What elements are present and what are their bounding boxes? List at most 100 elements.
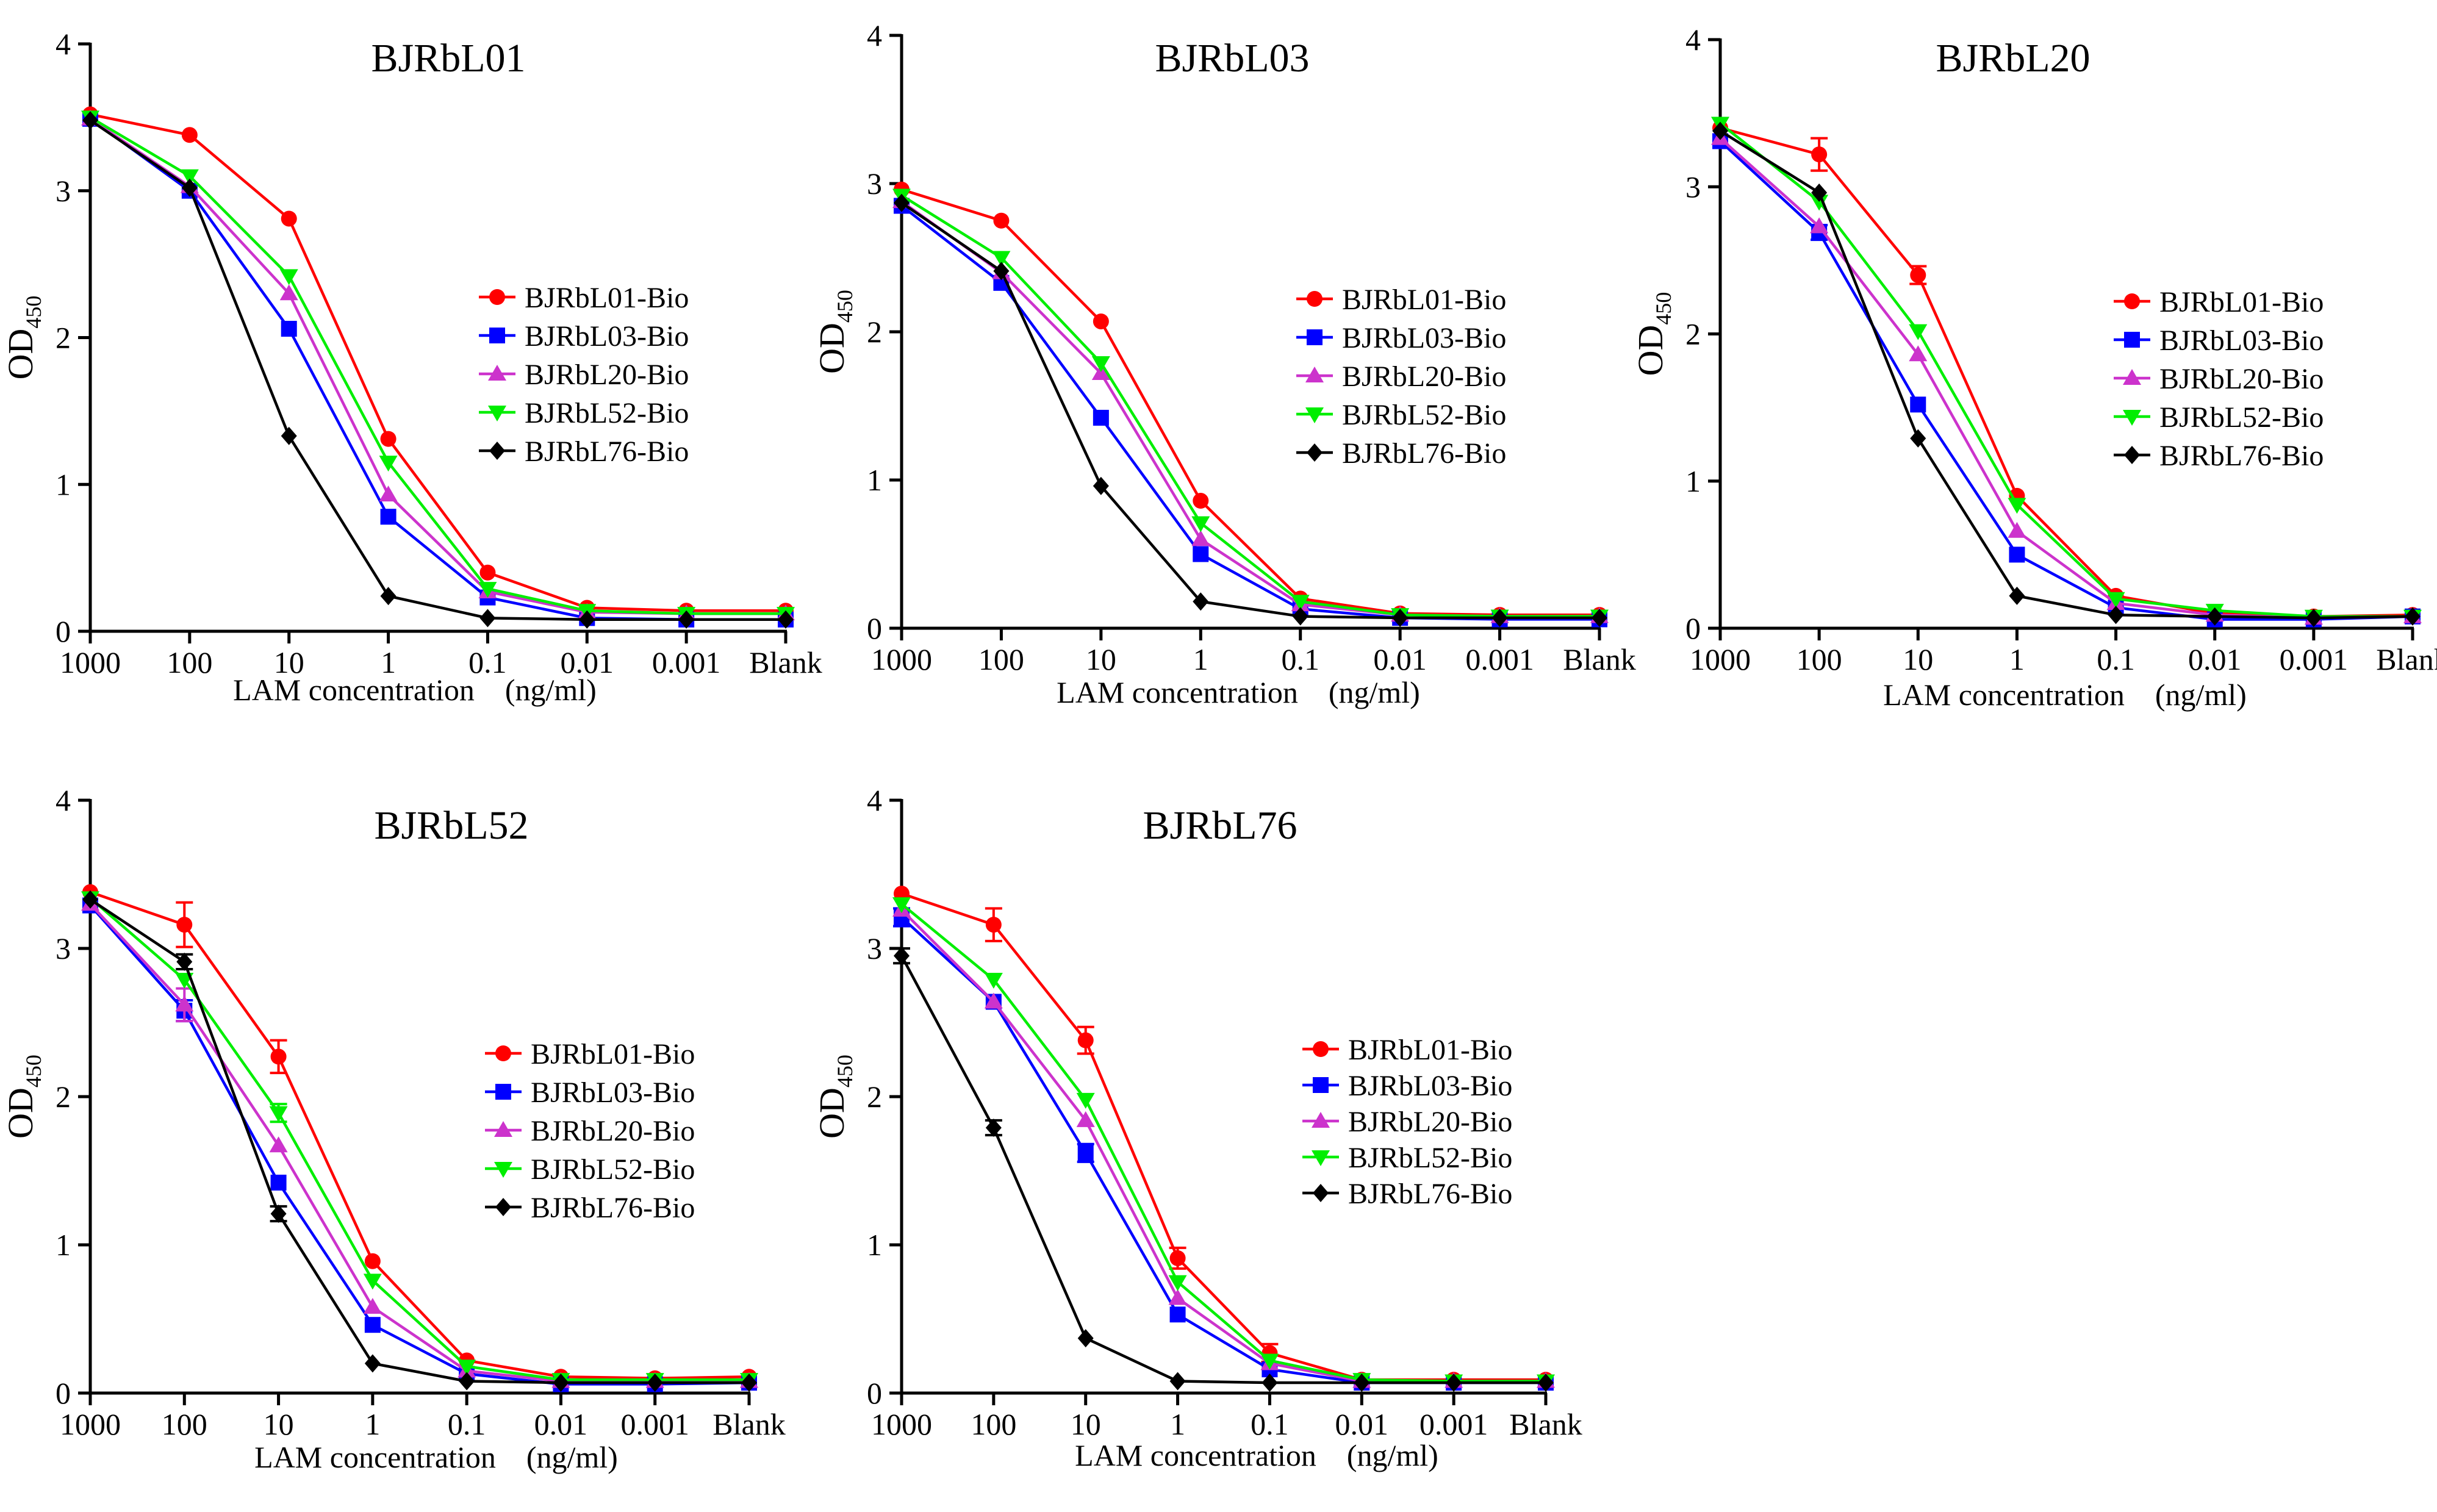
x-axis-label: LAM concentration (ng/ml) — [1057, 675, 1420, 709]
y-tick-label: 3 — [1685, 170, 1701, 204]
series-line — [89, 905, 750, 1386]
x-tick-label: 1000 — [871, 1407, 932, 1441]
data-point — [2108, 606, 2124, 625]
legend-label: BJRbL03-Bio — [1342, 322, 1506, 354]
data-point — [269, 1136, 288, 1153]
data-point — [892, 897, 911, 914]
data-point — [2206, 607, 2223, 626]
series-bjrbl76-bio — [82, 111, 794, 629]
chart-panel-bjrbl01: BJRbL01 0 1 2 3 4 1000 100 10 1 0.1 0.01 0.001 Blank L… — [1, 27, 822, 707]
data-point — [180, 169, 199, 185]
legend-marker — [1307, 329, 1323, 345]
series-line — [89, 119, 786, 621]
y-axis-label-main: OD — [1, 329, 40, 380]
legend-label: BJRbL52-Bio — [531, 1153, 695, 1186]
chart-title: BJRbL01 — [371, 36, 525, 81]
y-axis-label: OD450 — [812, 290, 857, 374]
x-tick-label: Blank — [712, 1407, 785, 1441]
data-point — [1077, 1032, 1094, 1048]
data-point — [741, 1373, 757, 1392]
y-tick-label: 3 — [867, 931, 882, 966]
legend-marker — [489, 289, 505, 305]
series-bjrbl76-bio — [1712, 121, 2421, 628]
data-point — [894, 193, 910, 212]
legend-label: BJRbL01-Bio — [531, 1038, 695, 1070]
data-point — [269, 1106, 288, 1122]
data-point — [1191, 516, 1210, 532]
legend-label: BJRbL03-Bio — [531, 1077, 695, 1109]
data-point — [993, 262, 1010, 281]
chart-panel-bjrbl03: BJRbL03 0 1 2 3 4 1000 100 10 1 0.1 0.01 0.001 Blank L… — [812, 18, 1636, 709]
legend-marker — [2124, 446, 2140, 464]
x-tick-label: 0.1 — [1281, 642, 1319, 676]
series-bjrbl76-bio — [893, 947, 1554, 1392]
legend-label: BJRbL76-Bio — [531, 1192, 695, 1224]
x-tick-label: 10 — [264, 1407, 294, 1441]
x-tick-label: 0.001 — [2280, 642, 2349, 676]
y-axis-label-main: OD — [1631, 325, 1670, 376]
y-tick-label: 0 — [867, 611, 882, 645]
legend-label: BJRbL01-Bio — [1348, 1034, 1512, 1066]
x-tick-label: 100 — [167, 645, 212, 679]
x-tick-label: Blank — [749, 645, 822, 679]
data-point — [2008, 498, 2026, 514]
chart-panel-bjrbl76: BJRbL76 0 1 2 3 4 1000 100 10 1 0.1 0.01 0.001 Blank L… — [812, 783, 1582, 1472]
data-point — [479, 564, 496, 581]
data-point — [1909, 324, 1928, 340]
legend-marker — [1312, 1112, 1330, 1128]
legend-marker — [1307, 443, 1323, 462]
x-tick-label: 0.001 — [620, 1407, 689, 1441]
y-tick-label: 1 — [867, 463, 882, 497]
data-point — [479, 609, 496, 628]
legend-label: BJRbL76-Bio — [2159, 440, 2324, 472]
series-line — [901, 188, 1599, 617]
data-point — [364, 1253, 381, 1269]
data-point — [270, 1204, 287, 1223]
data-point — [1491, 608, 1508, 627]
legend-label: BJRbL01-Bio — [1342, 284, 1506, 316]
legend-marker — [494, 1121, 512, 1137]
x-tick-label: Blank — [1563, 642, 1635, 676]
legend-label: BJRbL20-Bio — [1348, 1106, 1512, 1138]
series-line — [1719, 140, 2413, 621]
series-line — [900, 194, 1599, 618]
data-point — [1169, 1372, 1186, 1391]
y-tick-label: 2 — [867, 1080, 882, 1114]
legend-marker — [1307, 291, 1323, 307]
data-point — [985, 1119, 1002, 1138]
y-axis-label-main: OD — [812, 323, 852, 374]
y-tick-label: 3 — [56, 174, 71, 208]
data-point — [1077, 1329, 1094, 1348]
x-tick-label: 10 — [1071, 1407, 1101, 1441]
y-tick-label: 0 — [1685, 611, 1701, 645]
y-tick-label: 3 — [867, 167, 882, 201]
data-point — [1712, 121, 1728, 140]
data-point — [993, 212, 1010, 229]
y-tick-label: 1 — [867, 1228, 882, 1262]
legend-marker — [2124, 332, 2140, 348]
legend-label: BJRbL03-Bio — [525, 320, 689, 353]
data-point — [1076, 1111, 1095, 1127]
data-point — [1076, 1092, 1095, 1109]
data-point — [1169, 1250, 1186, 1266]
legend-label: BJRbL76-Bio — [1342, 437, 1506, 470]
data-point — [1193, 493, 1209, 509]
data-point — [1810, 195, 1829, 211]
y-tick-label: 1 — [1685, 464, 1701, 498]
data-point — [380, 431, 397, 447]
y-tick-label: 2 — [56, 1080, 71, 1114]
y-tick-label: 2 — [1685, 317, 1701, 351]
x-tick-label: Blank — [1509, 1407, 1582, 1441]
x-tick-label: 100 — [1796, 642, 1842, 676]
legend: BJRbL01-Bio BJRbL03-Bio BJRbL20-Bio BJRbL52… — [2114, 286, 2324, 472]
legend-marker — [1313, 1184, 1329, 1202]
data-point — [364, 1317, 381, 1333]
data-point — [281, 210, 297, 227]
legend: BJRbL01-Bio BJRbL03-Bio BJRbL20-Bio BJRbL52… — [1296, 284, 1506, 470]
x-axis-label: LAM concentration (ng/ml) — [1883, 678, 2247, 712]
x-axis-label: LAM concentration (ng/ml) — [1075, 1438, 1438, 1472]
data-point — [458, 1360, 476, 1376]
data-point — [985, 917, 1002, 933]
x-axis-label: LAM concentration (ng/ml) — [254, 1440, 618, 1474]
